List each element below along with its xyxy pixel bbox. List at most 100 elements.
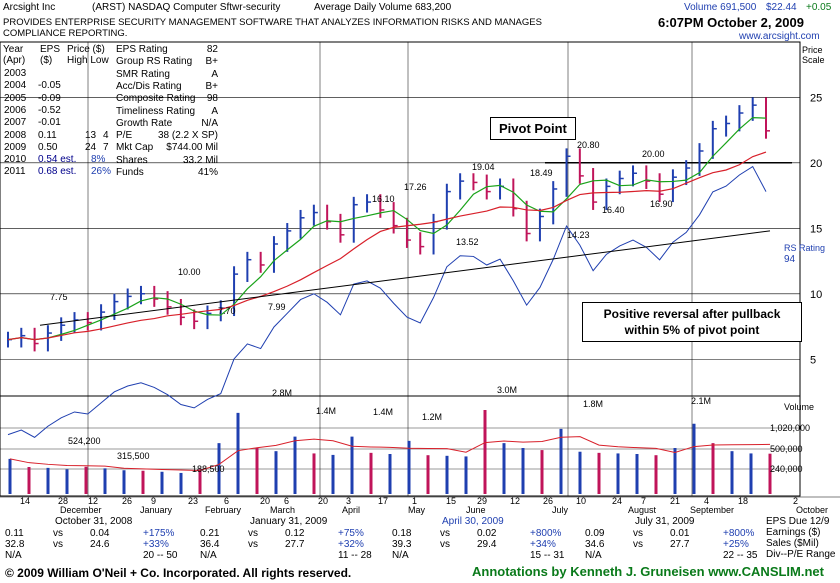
date-tick-label: 7 (641, 496, 646, 506)
price-now: $22.44 (766, 2, 797, 13)
q3-row0-change: +800% (723, 528, 755, 539)
rating-label-3: Acc/Dis Rating (116, 80, 182, 92)
date-tick-label: 26 (122, 496, 132, 506)
volume-label-1.4M: 1.4M (316, 406, 336, 416)
footer-right-label-1: Earnings ($) (766, 527, 821, 538)
moving-average-50-day (7, 116, 767, 341)
volume-label-2.1M: 2.1M (691, 396, 711, 406)
q2-row0-current: 0.18 (392, 528, 412, 539)
price-label-17.26: 17.26 (404, 182, 427, 192)
price-panel-border (0, 41, 801, 397)
month-label: August (628, 505, 657, 515)
relative-strength-line (7, 165, 767, 438)
volume-label-3.0M: 3.0M (497, 385, 517, 395)
volume-tick-label: 500,000 (770, 444, 803, 454)
q1-row0-prior: 0.12 (285, 528, 305, 539)
company-url[interactable]: www.arcsight.com (739, 31, 820, 42)
month-label: February (205, 505, 242, 515)
month-label: March (270, 505, 295, 515)
volume-panel-border (0, 395, 801, 497)
moving-average-200-day (7, 151, 767, 341)
date-tick-label: 29 (477, 496, 487, 506)
month-label: June (466, 505, 486, 515)
volume-label-524,200: 524,200 (68, 436, 101, 446)
q3-row1-vs: vs (633, 539, 643, 550)
rating-value-1: B+ (205, 56, 218, 68)
q0-row1-current: 32.8 (5, 539, 25, 550)
avg-volume: Average Daily Volume 683,200 (314, 2, 452, 13)
eps-high-2011: 26% (91, 166, 112, 178)
date-tick-label: 24 (612, 496, 622, 506)
eps-value-2008: 0.11 (38, 129, 57, 141)
month-label: May (408, 505, 426, 515)
price-label-16.90: 16.90 (650, 199, 673, 209)
q2-row1-change: +34% (530, 539, 556, 550)
rs-trendline (39, 230, 771, 326)
q0-row1-change: +33% (143, 539, 169, 550)
date-tick-label: 3 (346, 496, 351, 506)
price-label-7.99: 7.99 (268, 302, 286, 312)
date-tick-label: 12 (88, 496, 98, 506)
volume-label-1.4M: 1.4M (373, 407, 393, 417)
q1-row2-current: N/A (200, 550, 217, 561)
q2-row0-prior: 0.02 (477, 528, 497, 539)
q0-row0-prior: 0.04 (90, 528, 110, 539)
rating-label-1: Group RS Rating (116, 56, 193, 68)
q1-row1-prior: 27.7 (285, 539, 305, 550)
q1-row1-vs: vs (248, 539, 258, 550)
rating-value-8: $744.00 Mil (166, 142, 218, 154)
date-tick-label: 15 (446, 496, 456, 506)
rating-value-10: 41% (197, 167, 218, 178)
eps-value-2009: 0.50 (38, 141, 58, 153)
grid-lines (0, 42, 840, 498)
rating-label-4: Composite Rating (116, 93, 196, 105)
price-label-10.00: 10.00 (178, 267, 201, 277)
q3-row1-prior: 27.7 (670, 539, 690, 550)
date-tick-label: 9 (151, 496, 156, 506)
date-tick-label: 6 (284, 496, 289, 506)
timestamp: 6:07PM October 2, 2009 (658, 15, 804, 30)
price-label-19.04: 19.04 (472, 162, 495, 172)
q2-row0-change: +800% (530, 528, 562, 539)
eps-year-2005: 2005 (4, 92, 27, 104)
month-label: December (60, 505, 102, 515)
q0-row1-vs: vs (53, 539, 63, 550)
price-label-18.49: 18.49 (530, 168, 553, 178)
date-tick-label: 14 (20, 496, 30, 506)
q0-row0-change: +175% (143, 528, 175, 539)
q0-row0-vs: vs (53, 528, 63, 539)
month-label: July (552, 505, 569, 515)
q0-row2-current: N/A (5, 550, 22, 561)
price-label-7.75: 7.75 (50, 292, 68, 302)
rating-value-6: N/A (201, 117, 218, 129)
q2-row1-vs: vs (440, 539, 450, 550)
date-tick-label: 20 (260, 496, 270, 506)
date-tick-label: 1 (412, 496, 417, 506)
price-label-7.70: 7.70 (218, 306, 236, 316)
q2-row2-current: N/A (392, 550, 409, 561)
date-tick-label: 10 (576, 496, 586, 506)
rating-label-0: EPS Rating (116, 44, 168, 55)
volume-tick-label: 1,020,000 (770, 423, 810, 433)
month-label: April (342, 505, 360, 515)
eps-value-2004: -0.05 (38, 80, 61, 92)
rating-value-5: A (211, 105, 218, 117)
eps-year-2007: 2007 (4, 117, 27, 129)
rs-rating-label: RS Rating (784, 243, 826, 253)
q2-row1-current: 39.3 (392, 539, 412, 550)
date-tick-label: 4 (704, 496, 709, 506)
footer-right-label-3: Div--P/E Range (766, 549, 836, 560)
eps-high-2008: 13 (85, 129, 97, 141)
volume-label-2.8M: 2.8M (272, 388, 292, 398)
volume-label: Volume (784, 402, 815, 412)
price-label-20.00: 20.00 (642, 149, 665, 159)
credit-line[interactable]: Annotations by Kenneth J. Gruneisen www.… (472, 564, 824, 579)
price-scale-label: Price Scale (802, 45, 825, 65)
price-label-14.23: 14.23 (567, 230, 590, 240)
volume-average-line (9, 436, 771, 472)
volume-bars (8, 410, 772, 494)
eps-header-year: Year (Apr) (3, 44, 26, 66)
eps-year-2004: 2004 (4, 80, 27, 92)
price-label-20.80: 20.80 (577, 140, 600, 150)
